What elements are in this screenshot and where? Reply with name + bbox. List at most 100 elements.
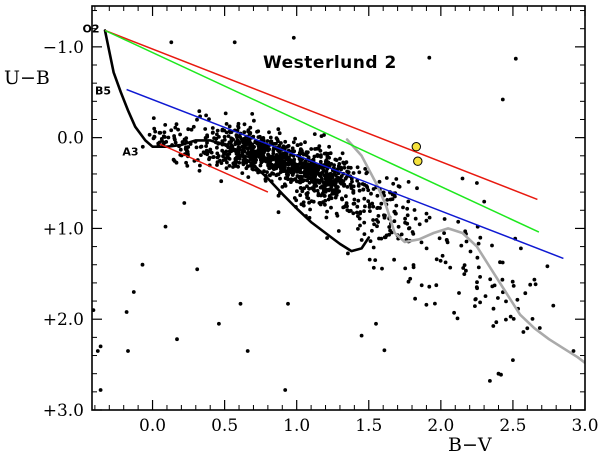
- star-point: [205, 133, 210, 138]
- star-point: [293, 136, 297, 141]
- star-point: [394, 203, 399, 208]
- star-point: [433, 301, 437, 306]
- star-point: [358, 223, 362, 228]
- star-point: [424, 211, 429, 216]
- spectral-label-b5: B5: [95, 84, 111, 97]
- star-point: [286, 301, 290, 306]
- star-point: [362, 209, 366, 214]
- y-tick-label: +2.0: [43, 310, 84, 330]
- star-point: [411, 232, 416, 236]
- star-point: [263, 179, 268, 183]
- star-point: [365, 170, 369, 175]
- star-point: [476, 241, 481, 246]
- star-point: [224, 122, 229, 126]
- star-point: [375, 206, 380, 211]
- star-point: [126, 349, 130, 353]
- star-point: [305, 178, 310, 183]
- star-point: [258, 134, 262, 139]
- star-point: [551, 303, 556, 308]
- star-point: [464, 268, 468, 273]
- star-point: [176, 127, 181, 132]
- star-point: [311, 162, 316, 167]
- star-point: [357, 188, 362, 193]
- star-point: [256, 144, 261, 148]
- star-point: [204, 144, 209, 149]
- star-point: [283, 176, 288, 181]
- star-point: [204, 113, 209, 118]
- star-point: [343, 176, 348, 181]
- star-point: [434, 257, 439, 262]
- star-point: [335, 175, 340, 180]
- star-point: [229, 136, 234, 141]
- y-tick-label: −1.0: [43, 38, 84, 58]
- star-point: [227, 164, 232, 168]
- star-point: [460, 176, 465, 181]
- star-point: [388, 228, 392, 233]
- star-point: [459, 243, 464, 248]
- star-point: [463, 229, 468, 234]
- star-point: [291, 140, 296, 145]
- star-point: [340, 151, 345, 156]
- star-point: [316, 165, 321, 170]
- star-point: [217, 321, 221, 326]
- star-point: [241, 162, 246, 167]
- star-point: [344, 194, 348, 199]
- star-point: [392, 257, 396, 262]
- star-point: [251, 146, 255, 151]
- star-point: [226, 155, 231, 160]
- star-point: [341, 205, 346, 210]
- star-point: [299, 178, 304, 183]
- star-point: [335, 213, 340, 218]
- star-point: [318, 148, 323, 153]
- star-point: [408, 276, 413, 281]
- star-point: [515, 297, 520, 302]
- spectral-label-o2: O2: [82, 23, 99, 36]
- star-point: [571, 349, 576, 353]
- star-point: [292, 177, 297, 182]
- star-point: [336, 229, 341, 233]
- star-point: [317, 144, 322, 149]
- star-point: [272, 163, 277, 168]
- star-point: [438, 258, 443, 263]
- star-point: [299, 142, 303, 147]
- star-point: [350, 179, 354, 184]
- star-point: [326, 197, 331, 202]
- star-point: [415, 186, 419, 191]
- star-point: [374, 321, 378, 326]
- star-point: [211, 130, 215, 135]
- star-point: [496, 296, 500, 300]
- star-point: [306, 196, 311, 201]
- star-point: [284, 155, 289, 160]
- star-point: [310, 172, 314, 177]
- star-point: [346, 165, 351, 170]
- star-point: [248, 125, 253, 130]
- star-point: [442, 217, 447, 221]
- star-point: [289, 177, 294, 182]
- star-point: [174, 160, 179, 165]
- star-point: [313, 147, 317, 151]
- star-point: [223, 157, 228, 162]
- star-point: [206, 149, 211, 154]
- star-point: [157, 130, 162, 135]
- star-point: [131, 290, 136, 294]
- star-point: [124, 310, 129, 314]
- x-tick-label: 2.0: [427, 416, 454, 436]
- star-point: [258, 163, 263, 168]
- star-point: [210, 126, 215, 130]
- star-point: [98, 344, 103, 349]
- star-point: [323, 202, 327, 207]
- star-point: [307, 176, 312, 181]
- star-point: [476, 265, 481, 270]
- star-point: [175, 337, 179, 342]
- star-point: [304, 174, 308, 179]
- star-point: [334, 193, 339, 198]
- star-point: [371, 218, 375, 222]
- star-point: [352, 201, 357, 206]
- star-point: [405, 206, 410, 211]
- star-point: [344, 203, 348, 208]
- star-point: [182, 201, 187, 205]
- star-point: [286, 144, 291, 148]
- star-point: [189, 127, 194, 132]
- star-point: [491, 306, 496, 311]
- star-point: [340, 197, 345, 202]
